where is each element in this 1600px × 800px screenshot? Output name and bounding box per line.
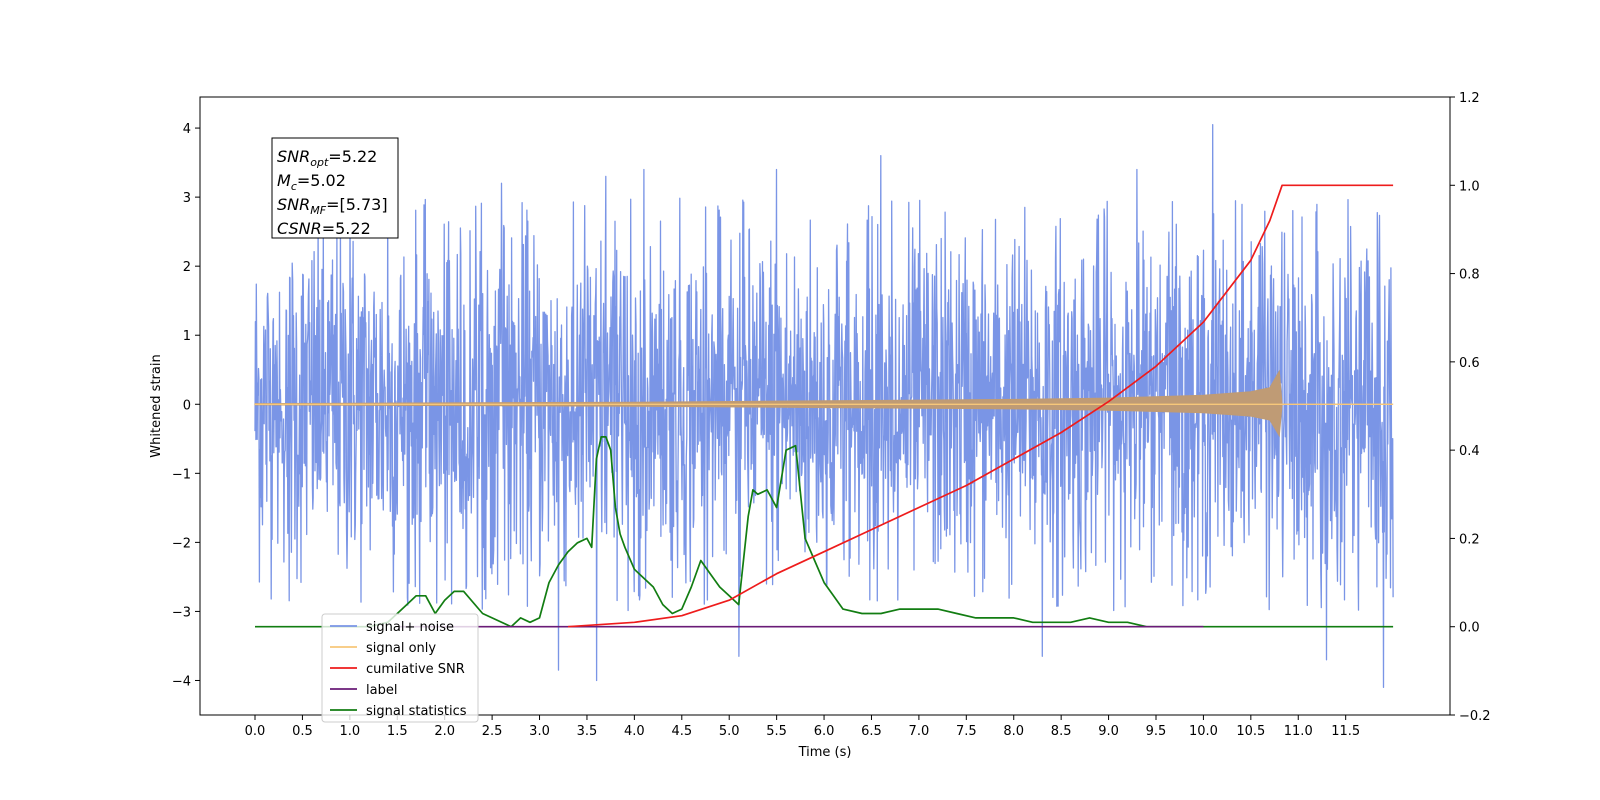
x-tick-label: 4.5 <box>671 724 692 739</box>
y-tick-label: 4 <box>183 122 191 137</box>
x-axis: 0.0 0.5 1.0 1.5 2.0 2.5 3.0 3.5 4.0 4.5 5.0 5.5 6.0 6… <box>245 715 1360 739</box>
x-tick-label: 5.0 <box>719 724 740 739</box>
x-tick-label: 10.0 <box>1189 724 1218 739</box>
x-tick-label: 6.0 <box>814 724 835 739</box>
annotation-frame <box>271 137 399 239</box>
y2-tick-label: 1.0 <box>1459 179 1480 194</box>
x-tick-label: 8.0 <box>1003 724 1024 739</box>
y-tick-label: 1 <box>183 329 191 344</box>
annotation-line: Mc=5.02 <box>277 171 346 193</box>
x-tick-label: 3.5 <box>577 724 598 739</box>
y2-tick-label: 1.2 <box>1459 91 1480 106</box>
legend-label: signal only <box>366 641 436 656</box>
legend-frame <box>321 613 479 723</box>
y2-tick-label: 0.8 <box>1459 268 1480 283</box>
x-tick-label: 1.5 <box>387 724 408 739</box>
y-tick-label: 0 <box>183 398 191 413</box>
y-tick-label: 3 <box>183 191 191 206</box>
y-axis-title: Whitened strain <box>149 354 164 457</box>
x-tick-label: 5.5 <box>766 724 787 739</box>
x-axis-title: Time (s) <box>798 745 852 760</box>
legend-label: cumilative SNR <box>366 662 465 677</box>
x-tick-label: 3.0 <box>529 724 550 739</box>
x-tick-label: 6.5 <box>861 724 882 739</box>
x-tick-label: 0.0 <box>245 724 266 739</box>
x-tick-label: 9.5 <box>1146 724 1167 739</box>
y-tick-label: −4 <box>172 674 191 689</box>
x-tick-label: 2.0 <box>434 724 455 739</box>
y2-tick-label: 0.6 <box>1459 356 1480 371</box>
y2-tick-label: 0.2 <box>1459 532 1480 547</box>
y2-tick-label: −0.2 <box>1459 709 1491 724</box>
x-tick-label: 7.0 <box>909 724 930 739</box>
series-signal-statistics <box>255 436 1394 628</box>
x-tick-label: 9.0 <box>1098 724 1119 739</box>
annotation-line: SNRopt=5.22 <box>277 147 377 169</box>
x-tick-label: 11.5 <box>1331 724 1360 739</box>
y-tick-label: −2 <box>172 536 191 551</box>
x-tick-label: 1.0 <box>340 724 361 739</box>
x-tick-label: 11.0 <box>1284 724 1313 739</box>
series-cumulative-snr <box>567 184 1394 628</box>
legend: signal+ noise signal only cumilative SNR la… <box>321 613 479 723</box>
annotation-line: SNRMF=[5.73] <box>277 195 388 217</box>
legend-label: signal statistics <box>366 704 467 719</box>
y-tick-label: −1 <box>172 467 191 482</box>
x-tick-label: 4.0 <box>624 724 645 739</box>
x-tick-label: 8.5 <box>1051 724 1072 739</box>
x-tick-label: 7.5 <box>956 724 977 739</box>
x-tick-label: 2.5 <box>482 724 503 739</box>
y-axis-right: −0.2 0.0 0.2 0.4 0.6 0.8 1.0 1.2 <box>1450 91 1491 724</box>
plot-frame <box>199 96 1451 716</box>
x-tick-label: 0.5 <box>292 724 313 739</box>
y2-tick-label: 0.4 <box>1459 444 1480 459</box>
x-tick-label: 10.5 <box>1236 724 1265 739</box>
legend-label: signal+ noise <box>366 620 454 635</box>
series-signal-noise <box>254 123 1394 689</box>
y2-tick-label: 0.0 <box>1459 621 1480 636</box>
plot-area <box>254 123 1394 689</box>
y-tick-label: −3 <box>172 605 191 620</box>
y-axis-left: −4 −3 −2 −1 0 1 2 3 4 <box>172 122 200 689</box>
legend-label: label <box>366 683 397 698</box>
annotation-line: CSNR=5.22 <box>277 219 371 238</box>
y-tick-label: 2 <box>183 260 191 275</box>
